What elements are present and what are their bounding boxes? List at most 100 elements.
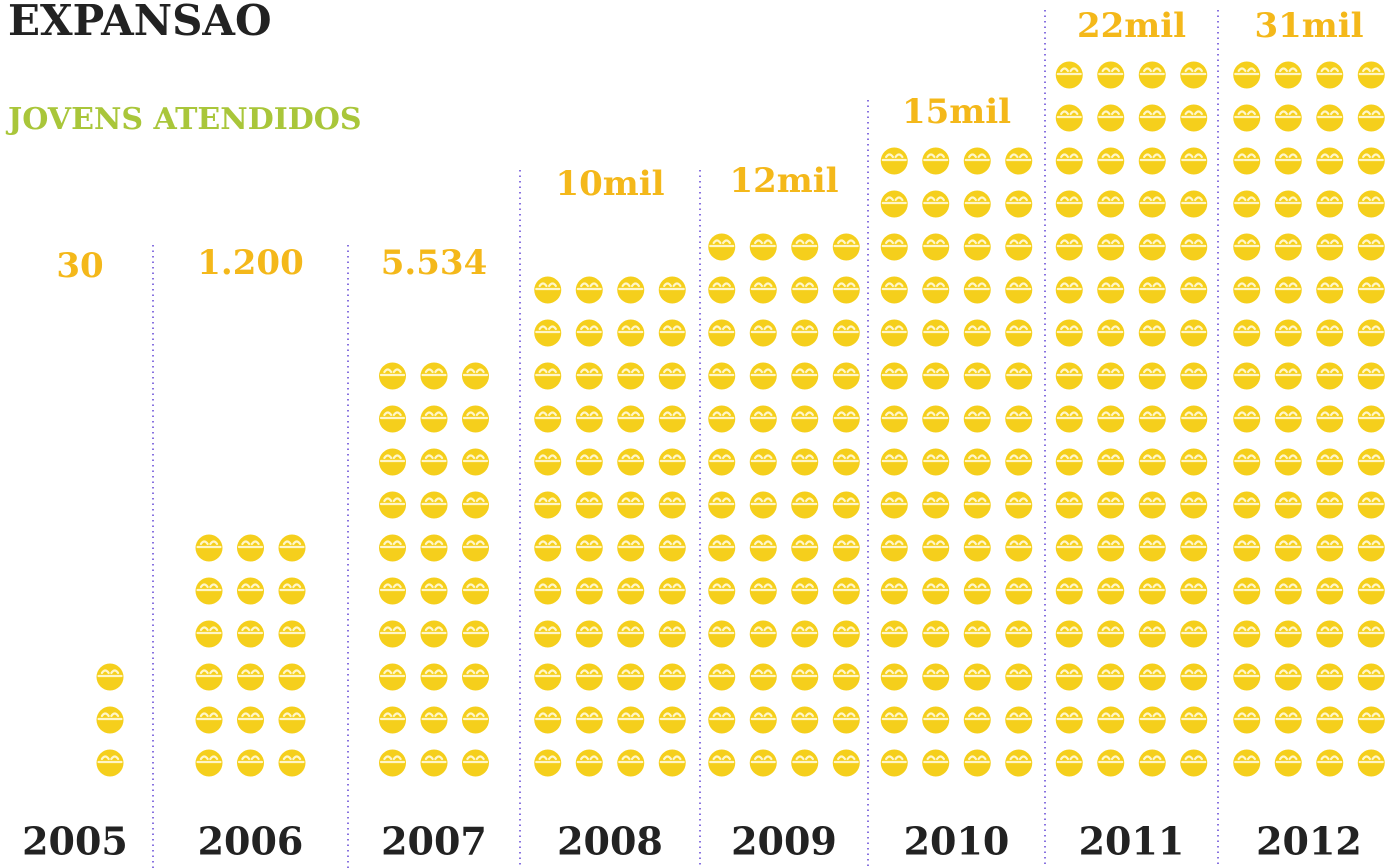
smiley-features	[1358, 325, 1384, 334]
x-tick-label: 2009	[731, 819, 837, 864]
smiley-features	[421, 454, 447, 463]
smiley-features	[1234, 411, 1260, 420]
smiley-icon	[1274, 405, 1302, 433]
smiley-features	[462, 712, 489, 721]
smiley-icon	[1357, 190, 1385, 218]
smiley-features	[421, 755, 447, 764]
smiley-features	[1139, 540, 1165, 549]
smiley-icon	[749, 706, 777, 734]
smiley-icon	[96, 663, 124, 691]
smiley-icon	[379, 534, 406, 562]
smiley-icon	[1357, 319, 1385, 347]
smiley-features	[833, 239, 859, 248]
smiley-features	[833, 540, 859, 549]
smiley-icon	[1097, 362, 1125, 390]
smiley-features	[1181, 110, 1207, 119]
smiley-features	[535, 626, 561, 635]
smiley-icon	[963, 448, 991, 476]
smiley-icon	[617, 491, 645, 519]
smiley-icon	[1005, 620, 1033, 648]
smiley-features	[923, 583, 949, 592]
smiley-features	[1358, 454, 1384, 463]
smiley-features	[1098, 282, 1124, 291]
smiley-features	[1139, 368, 1165, 377]
smiley-features	[196, 540, 222, 549]
smiley-features	[1181, 282, 1207, 291]
smiley-features	[1056, 583, 1082, 592]
x-tick-label: 2011	[1079, 819, 1185, 864]
smiley-features	[1139, 411, 1165, 420]
smiley-features	[709, 583, 735, 592]
smiley-icon	[1233, 491, 1261, 519]
x-tick-label: 2010	[904, 819, 1010, 864]
smiley-icon	[1316, 749, 1344, 777]
smiley-icon	[1180, 491, 1208, 519]
smiley-features	[1317, 325, 1343, 334]
smiley-icon	[575, 749, 603, 777]
smiley-icon	[1180, 749, 1208, 777]
smiley-features	[1275, 325, 1301, 334]
smiley-icon	[96, 706, 124, 734]
smiley-icon	[1233, 405, 1261, 433]
smiley-icon	[379, 620, 406, 648]
smiley-features	[1275, 196, 1301, 205]
smiley-features	[1234, 583, 1260, 592]
smiley-features	[379, 411, 406, 420]
smiley-features	[792, 626, 818, 635]
smiley-features	[833, 325, 859, 334]
smiley-icon	[1274, 233, 1302, 261]
smiley-features	[1275, 368, 1301, 377]
smiley-icon	[195, 534, 223, 562]
smiley-icon	[791, 534, 819, 562]
smiley-icon	[1233, 620, 1261, 648]
smiley-features	[1098, 755, 1124, 764]
smiley-features	[379, 540, 406, 549]
smiley-features	[279, 626, 305, 635]
smiley-icon	[708, 577, 736, 605]
smiley-icon	[617, 448, 645, 476]
smiley-icon	[1274, 319, 1302, 347]
smiley-features	[923, 282, 949, 291]
smiley-icon	[963, 663, 991, 691]
smiley-features	[1056, 325, 1082, 334]
smiley-features	[964, 282, 990, 291]
smiley-features	[1275, 411, 1301, 420]
smiley-icon	[708, 706, 736, 734]
smiley-features	[833, 712, 859, 721]
smiley-icon	[1316, 147, 1344, 175]
smiley-icon	[195, 663, 223, 691]
smiley-features	[750, 755, 776, 764]
smiley-features	[881, 325, 907, 334]
icon-column	[534, 276, 686, 777]
smiley-icon	[708, 276, 736, 304]
smiley-icon	[1274, 147, 1302, 175]
smiley-features	[1358, 282, 1384, 291]
smiley-features	[1317, 67, 1343, 76]
smiley-features	[1358, 540, 1384, 549]
smiley-features	[1098, 325, 1124, 334]
smiley-features	[750, 669, 776, 678]
smiley-icon	[1138, 104, 1166, 132]
smiley-icon	[534, 319, 562, 347]
smiley-icon	[1180, 276, 1208, 304]
smiley-features	[576, 325, 602, 334]
smiley-features	[964, 583, 990, 592]
smiley-icon	[1055, 405, 1083, 433]
smiley-icon	[1316, 319, 1344, 347]
smiley-icon	[1097, 104, 1125, 132]
smiley-icon	[1055, 620, 1083, 648]
smiley-features	[923, 712, 949, 721]
smiley-features	[1098, 110, 1124, 119]
smiley-features	[1056, 669, 1082, 678]
smiley-features	[237, 583, 264, 592]
smiley-features	[923, 239, 949, 248]
smiley-features	[923, 325, 949, 334]
smiley-icon	[1180, 448, 1208, 476]
smiley-icon	[658, 663, 686, 691]
smiley-features	[576, 712, 602, 721]
smiley-icon	[1233, 319, 1261, 347]
smiley-features	[1181, 755, 1207, 764]
smiley-icon	[1138, 276, 1166, 304]
smiley-features	[1275, 67, 1301, 76]
smiley-icon	[278, 577, 306, 605]
